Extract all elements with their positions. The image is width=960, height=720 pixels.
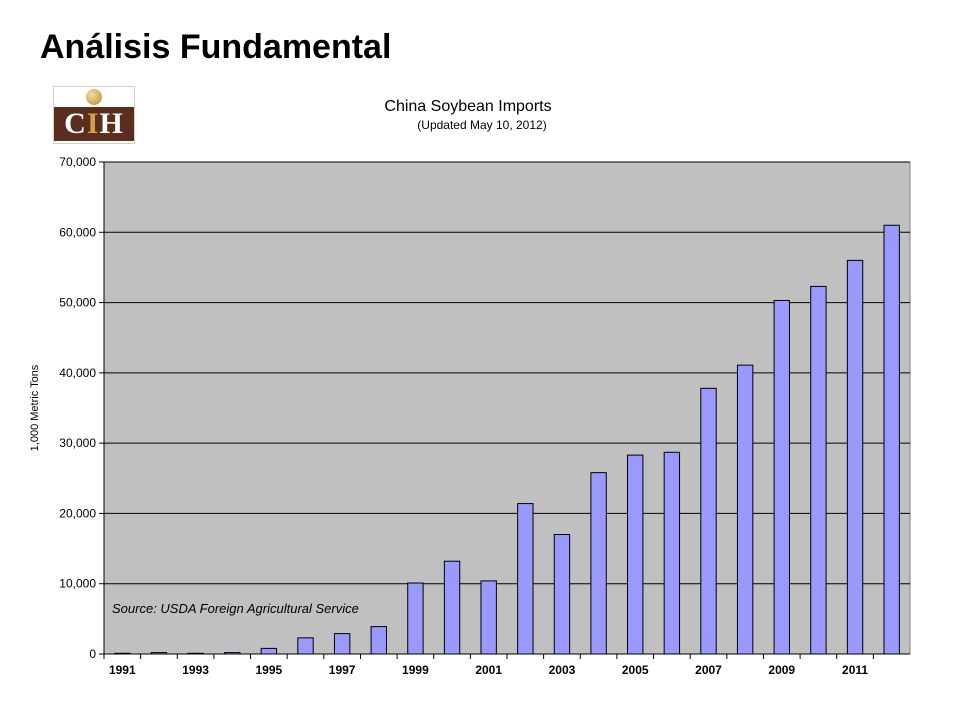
y-tick-label: 50,000 bbox=[59, 296, 96, 310]
x-tick-label: 1993 bbox=[182, 663, 209, 677]
bar-2000 bbox=[443, 560, 461, 655]
bar-2002 bbox=[517, 503, 534, 655]
slide-title: Análisis Fundamental bbox=[40, 28, 392, 66]
bar-2012 bbox=[883, 224, 900, 655]
bar-2001 bbox=[480, 580, 497, 655]
y-tick-label: 10,000 bbox=[59, 577, 96, 591]
x-tick-label: 2007 bbox=[695, 663, 722, 677]
y-tick-label: 40,000 bbox=[59, 366, 96, 380]
bar-2011 bbox=[846, 259, 864, 655]
x-tick-label: 2003 bbox=[549, 663, 576, 677]
x-tick-label: 2011 bbox=[842, 663, 868, 677]
y-tick-label: 20,000 bbox=[59, 506, 96, 520]
x-tick-label: 1999 bbox=[402, 663, 429, 677]
bar-2009 bbox=[773, 299, 790, 655]
y-tick-label: 70,000 bbox=[59, 155, 96, 169]
company-logo: CIH bbox=[53, 86, 135, 144]
source-annotation: Source: USDA Foreign Agricultural Servic… bbox=[112, 601, 359, 616]
tick-labels: 0 10,000 20,000 30,000 40,000 50,000 60,000 70,… bbox=[59, 155, 868, 677]
bar-2010 bbox=[810, 285, 827, 655]
bar-1999 bbox=[407, 582, 424, 655]
x-tick-label: 1991 bbox=[109, 663, 136, 677]
bar-1997 bbox=[333, 633, 351, 655]
y-tick-label: 0 bbox=[89, 647, 96, 661]
x-tick-label: 2001 bbox=[475, 663, 502, 677]
bar-2003 bbox=[553, 534, 571, 655]
y-tick-label: 60,000 bbox=[59, 225, 96, 239]
globe-icon bbox=[86, 89, 102, 105]
y-tick-label: 30,000 bbox=[59, 436, 96, 450]
bar-2008 bbox=[736, 364, 754, 655]
bar-2005 bbox=[627, 454, 644, 655]
bar-2004 bbox=[590, 472, 607, 655]
bar-2006 bbox=[663, 451, 681, 655]
bar-2007 bbox=[700, 387, 717, 655]
y-axis-label: 1,000 Metric Tons bbox=[29, 364, 41, 451]
bar-1996 bbox=[297, 637, 314, 655]
x-tick-label: 2005 bbox=[622, 663, 649, 677]
bar-1995 bbox=[260, 647, 278, 655]
x-tick-label: 1995 bbox=[256, 663, 283, 677]
bar-1998 bbox=[370, 626, 387, 655]
x-tick-label: 2009 bbox=[768, 663, 795, 677]
x-tick-label: 1997 bbox=[329, 663, 356, 677]
bars bbox=[114, 224, 900, 655]
logo-text: CIH bbox=[54, 107, 134, 141]
chart-subtitle: (Updated May 10, 2012) bbox=[417, 118, 546, 132]
axes bbox=[99, 161, 910, 659]
chart-title: China Soybean Imports bbox=[384, 98, 551, 115]
